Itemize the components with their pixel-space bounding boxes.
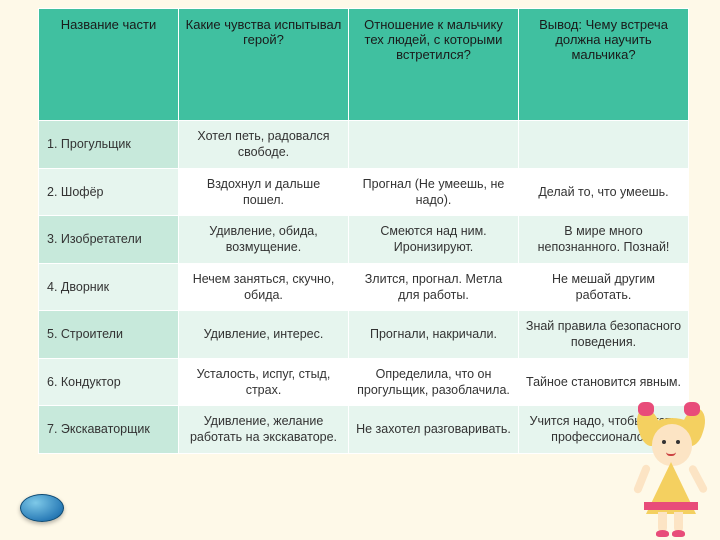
cell-feelings: Удивление, интерес. [179,311,349,359]
cell-attitude: Не захотел разговаривать. [349,406,519,454]
table-row: 5. Строители Удивление, интерес. Прогнал… [39,311,689,359]
cell-attitude: Смеются над ним. Иронизируют. [349,216,519,264]
cell-feelings: Вздохнул и дальше пошел. [179,168,349,216]
cell-attitude: Злится, прогнал. Метла для работы. [349,263,519,311]
cell-part: 7. Экскаваторщик [39,406,179,454]
analysis-table: Название части Какие чувства испытывал г… [38,8,689,454]
header-conclusion: Вывод: Чему встреча должна научить мальч… [519,9,689,121]
table-row: 2. Шофёр Вздохнул и дальше пошел. Прогна… [39,168,689,216]
cell-attitude: Прогнали, накричали. [349,311,519,359]
table-header-row: Название части Какие чувства испытывал г… [39,9,689,121]
cell-feelings: Нечем заняться, скучно, обида. [179,263,349,311]
cell-part: 2. Шофёр [39,168,179,216]
table-body: 1. Прогульщик Хотел петь, радовался своб… [39,121,689,454]
table-row: 4. Дворник Нечем заняться, скучно, обида… [39,263,689,311]
header-part-name: Название части [39,9,179,121]
nav-back-button[interactable] [20,494,64,522]
cell-conclusion: Знай правила безопасного поведения. [519,311,689,359]
header-feelings: Какие чувства испытывал герой? [179,9,349,121]
cell-feelings: Усталость, испуг, стыд, страх. [179,358,349,406]
table-row: 6. Кондуктор Усталость, испуг, стыд, стр… [39,358,689,406]
table-row: 3. Изобретатели Удивление, обида, возмущ… [39,216,689,264]
table-row: 1. Прогульщик Хотел петь, радовался своб… [39,121,689,169]
cell-conclusion: Делай то, что умеешь. [519,168,689,216]
cell-attitude: Прогнал (Не умеешь, не надо). [349,168,519,216]
cell-feelings: Удивление, обида, возмущение. [179,216,349,264]
cell-part: 4. Дворник [39,263,179,311]
cell-conclusion [519,121,689,169]
cell-attitude [349,121,519,169]
cell-feelings: Удивление, желание работать на экскавато… [179,406,349,454]
cell-part: 1. Прогульщик [39,121,179,169]
cell-conclusion: Не мешай другим работать. [519,263,689,311]
analysis-table-container: Название части Какие чувства испытывал г… [38,8,688,454]
girl-illustration [624,396,714,536]
cell-conclusion: В мире много непознанного. Познай! [519,216,689,264]
cell-part: 6. Кондуктор [39,358,179,406]
cell-feelings: Хотел петь, радовался свободе. [179,121,349,169]
cell-attitude: Определила, что он прогульщик, разоблачи… [349,358,519,406]
table-row: 7. Экскаваторщик Удивление, желание рабо… [39,406,689,454]
header-attitude: Отношение к мальчику тех людей, с которы… [349,9,519,121]
cell-part: 5. Строители [39,311,179,359]
cell-part: 3. Изобретатели [39,216,179,264]
